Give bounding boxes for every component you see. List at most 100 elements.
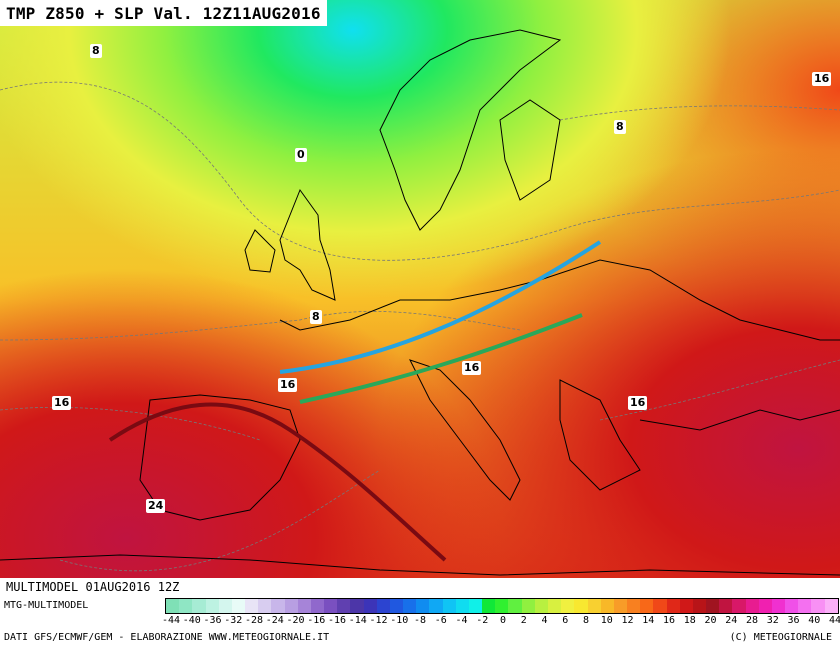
data-credits: DATI GFS/ECMWF/GEM - ELABORAZIONE WWW.ME… [4,632,330,643]
isotherm-label: 0 [295,148,307,162]
isotherm-label: 16 [52,396,72,410]
legend-tick-label: -16 [307,615,326,626]
legend-swatch [495,599,509,613]
legend-swatch [561,599,575,613]
title-box: TMP Z850 + SLP Val. 12Z11AUG2016 [0,0,327,26]
legend-swatch [337,599,351,613]
legend-tick-label: -8 [413,615,427,626]
legend-tick-label: 24 [725,615,738,626]
legend-swatch [521,599,535,613]
legend-tick-label: -14 [348,615,367,626]
isotherm-label: 24 [146,499,166,513]
legend-tick-label: -6 [434,615,447,626]
legend-swatch [403,599,417,613]
isotherm-label: 16 [278,378,298,392]
isotherm-label: 8 [310,310,322,324]
legend-tick-label: 14 [642,615,655,626]
isotherm-label: 16 [462,361,482,375]
legend-swatch [192,599,206,613]
legend-tick-label: -32 [224,615,243,626]
legend-swatch [389,599,404,613]
legend-swatch [455,599,469,613]
legend-swatch [758,599,772,613]
legend-swatch [640,599,654,613]
legend-swatch [613,599,628,613]
legend-swatch [679,599,693,613]
legend-tick-label: 28 [745,615,759,626]
legend-tick-label: 8 [582,615,590,626]
legend-swatch [179,599,193,613]
model-label: MTG-MULTIMODEL [4,600,89,611]
legend-tick-label: 2 [520,615,527,626]
legend-tick-label: -40 [182,615,201,626]
color-scale-legend [165,598,839,614]
run-info: MULTIMODEL 01AUG2016 12Z [4,580,182,594]
legend-swatch [350,599,364,613]
legend-swatch [218,599,232,613]
legend-swatch [732,599,746,613]
legend-swatch [297,599,311,613]
legend-tick-label: 20 [704,615,717,626]
legend-swatch [284,599,298,613]
isotherm-label: 8 [90,44,102,58]
legend-tick-label: -12 [369,615,388,626]
legend-swatch [324,599,338,613]
legend-swatch [231,599,246,613]
legend-swatch [310,599,325,613]
legend-swatch [363,599,377,613]
legend-tick-label: -16 [327,615,347,626]
legend-swatch [745,599,759,613]
legend-tick-label: 44 [828,615,840,626]
legend-tick-label: -10 [390,615,409,626]
legend-swatch [442,599,456,613]
legend-swatch [824,599,838,613]
legend-swatch [666,599,680,613]
legend-swatch [706,599,720,613]
legend-swatch [534,599,548,613]
color-scale-ticks: -44 -40 -36 -32 -28 -24 -20 -16 -16 -14 -12 -10 -8 -6… [159,615,840,627]
legend-swatch [508,599,522,613]
legend-tick-label: 0 [499,615,507,626]
legend-swatch [416,599,430,613]
coastlines [0,29,840,576]
legend-swatch [258,599,272,613]
legend-swatch [245,599,259,613]
legend-tick-label: 4 [541,615,548,626]
legend-swatch [376,599,390,613]
legend-swatch [771,599,786,613]
blue-trend-line [279,240,602,374]
legend-swatch [627,599,641,613]
legend-swatch [811,599,825,613]
legend-swatch [482,599,496,613]
legend-swatch [205,599,219,613]
legend-swatch [271,599,285,613]
isobars [0,81,840,572]
ridge-axis-line [108,402,447,562]
legend-tick-label: 36 [787,615,800,626]
legend-swatch [587,599,601,613]
legend-tick-label: -2 [476,615,489,626]
legend-tick-label: 6 [562,615,569,626]
legend-tick-label: 12 [621,615,634,626]
legend-swatch [798,599,812,613]
legend-swatch [429,599,443,613]
isotherm-label: 16 [628,396,648,410]
legend-tick-label: 18 [683,615,696,626]
legend-tick-label: -20 [286,615,305,626]
legend-swatch [468,599,483,613]
legend-swatch [785,599,799,613]
legend-tick-label: 16 [662,615,676,626]
legend-tick-label: 10 [600,615,613,626]
legend-tick-label: -44 [161,615,181,626]
map-title: TMP Z850 + SLP Val. 12Z11AUG2016 [6,3,321,23]
legend-swatch [653,599,667,613]
green-trend-line [299,313,583,404]
legend-tick-label: -28 [244,615,264,626]
legend-swatch [574,599,588,613]
legend-swatch [719,599,733,613]
legend-swatch [600,599,614,613]
legend-tick-label: 32 [766,615,779,626]
legend-swatch [692,599,707,613]
map-footer: MULTIMODEL 01AUG2016 12Z MTG-MULTIMODEL … [0,578,840,648]
